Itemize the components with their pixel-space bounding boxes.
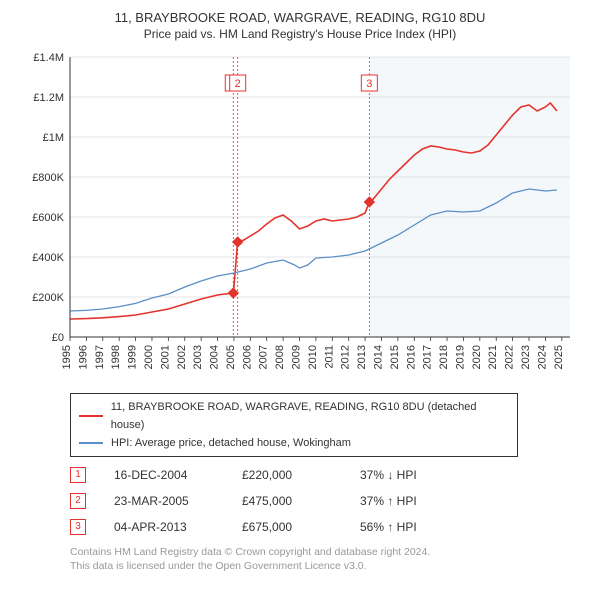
svg-text:2006: 2006 — [241, 345, 253, 369]
legend-item: HPI: Average price, detached house, Woki… — [79, 434, 509, 452]
svg-text:2019: 2019 — [454, 345, 466, 369]
svg-text:2024: 2024 — [536, 345, 548, 369]
svg-text:1998: 1998 — [110, 345, 122, 369]
svg-text:£1.4M: £1.4M — [33, 52, 64, 64]
svg-text:2004: 2004 — [209, 345, 221, 369]
svg-text:3: 3 — [366, 78, 372, 90]
svg-text:2018: 2018 — [438, 345, 450, 369]
event-row: 2 23-MAR-2005 £475,000 37% ↑ HPI — [70, 493, 530, 509]
svg-text:2001: 2001 — [159, 345, 171, 369]
event-row: 1 16-DEC-2004 £220,000 37% ↓ HPI — [70, 467, 530, 483]
legend-label: 11, BRAYBROOKE ROAD, WARGRAVE, READING, … — [111, 398, 509, 434]
attribution: Contains HM Land Registry data © Crown c… — [70, 545, 550, 573]
svg-text:£800K: £800K — [32, 172, 64, 184]
svg-text:£600K: £600K — [32, 212, 64, 224]
svg-text:1995: 1995 — [61, 345, 73, 369]
event-date: 16-DEC-2004 — [114, 468, 214, 482]
svg-text:2015: 2015 — [389, 345, 401, 369]
legend: 11, BRAYBROOKE ROAD, WARGRAVE, READING, … — [70, 393, 518, 457]
attribution-line: This data is licensed under the Open Gov… — [70, 559, 550, 573]
svg-text:2002: 2002 — [176, 345, 188, 369]
legend-item: 11, BRAYBROOKE ROAD, WARGRAVE, READING, … — [79, 398, 509, 434]
svg-text:2020: 2020 — [471, 345, 483, 369]
svg-text:2012: 2012 — [340, 345, 352, 369]
price-chart: £0 £200K £400K £600K £800K £1M £1.2M £1.4M 1995 1… — [20, 47, 580, 387]
event-price: £220,000 — [242, 468, 332, 482]
legend-label: HPI: Average price, detached house, Woki… — [111, 434, 351, 452]
svg-text:2014: 2014 — [372, 345, 384, 369]
svg-text:1997: 1997 — [94, 345, 106, 369]
event-delta: 37% ↑ HPI — [360, 494, 470, 508]
event-delta: 56% ↑ HPI — [360, 520, 470, 534]
event-date: 04-APR-2013 — [114, 520, 214, 534]
event-delta: 37% ↓ HPI — [360, 468, 470, 482]
page-subtitle: Price paid vs. HM Land Registry's House … — [20, 27, 580, 41]
svg-text:2021: 2021 — [487, 345, 499, 369]
svg-text:2000: 2000 — [143, 345, 155, 369]
svg-text:2007: 2007 — [258, 345, 270, 369]
svg-text:£200K: £200K — [32, 292, 64, 304]
event-marker: 3 — [70, 519, 86, 535]
svg-text:£1M: £1M — [43, 132, 64, 144]
page-title: 11, BRAYBROOKE ROAD, WARGRAVE, READING, … — [20, 10, 580, 25]
svg-text:2025: 2025 — [553, 345, 565, 369]
svg-text:2017: 2017 — [422, 345, 434, 369]
svg-text:2010: 2010 — [307, 345, 319, 369]
svg-text:2009: 2009 — [291, 345, 303, 369]
svg-text:2005: 2005 — [225, 345, 237, 369]
event-marker: 1 — [70, 467, 86, 483]
event-price: £475,000 — [242, 494, 332, 508]
svg-text:2016: 2016 — [405, 345, 417, 369]
svg-text:2: 2 — [235, 78, 241, 90]
svg-text:£1.2M: £1.2M — [33, 92, 64, 104]
svg-text:2008: 2008 — [274, 345, 286, 369]
legend-swatch — [79, 442, 103, 444]
attribution-line: Contains HM Land Registry data © Crown c… — [70, 545, 550, 559]
svg-text:2022: 2022 — [504, 345, 516, 369]
svg-text:1999: 1999 — [127, 345, 139, 369]
event-row: 3 04-APR-2013 £675,000 56% ↑ HPI — [70, 519, 530, 535]
event-price: £675,000 — [242, 520, 332, 534]
svg-text:1996: 1996 — [77, 345, 89, 369]
legend-swatch — [79, 415, 103, 417]
svg-text:2003: 2003 — [192, 345, 204, 369]
svg-text:£0: £0 — [52, 332, 64, 344]
event-date: 23-MAR-2005 — [114, 494, 214, 508]
sale-events: 1 16-DEC-2004 £220,000 37% ↓ HPI 2 23-MA… — [70, 467, 530, 535]
svg-text:2011: 2011 — [323, 345, 335, 369]
svg-text:£400K: £400K — [32, 252, 64, 264]
svg-text:2023: 2023 — [520, 345, 532, 369]
event-marker: 2 — [70, 493, 86, 509]
svg-text:2013: 2013 — [356, 345, 368, 369]
